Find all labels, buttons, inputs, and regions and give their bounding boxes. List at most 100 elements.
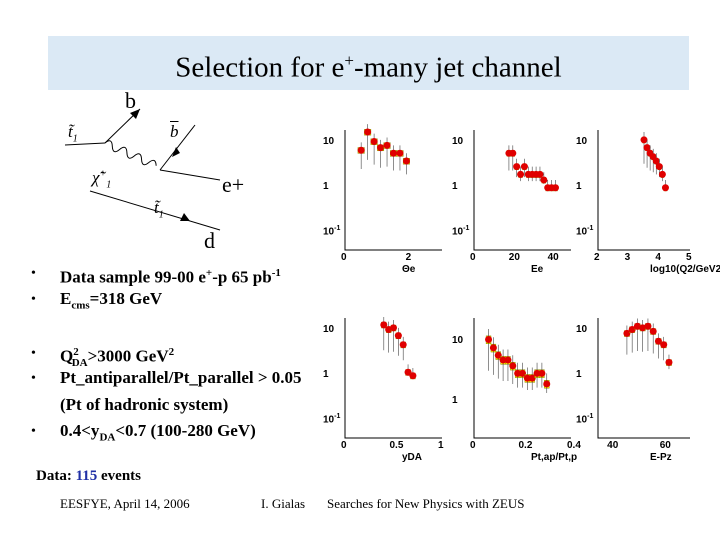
data-point [399, 341, 407, 349]
footer-title: Searches for New Physics with ZEUS [327, 496, 525, 511]
data-point [551, 184, 559, 192]
data-point [640, 136, 648, 144]
x-tick-label: 2 [594, 252, 600, 263]
x-tick-label: 5 [686, 252, 692, 263]
x-tick-label: 0.5 [389, 440, 404, 451]
data-point [404, 368, 412, 376]
x-tick-label: 0.2 [518, 440, 533, 451]
y-tick-label: 1 [576, 368, 582, 380]
label-d: d [204, 228, 215, 253]
data-point [644, 322, 652, 330]
plot-pt-ratio [473, 318, 571, 439]
data-point [364, 128, 372, 136]
event-count: 115 [75, 468, 98, 484]
bullet-marker: • [31, 424, 36, 439]
data-point [543, 380, 551, 388]
plot-log-q2 [597, 130, 690, 251]
x-axis-label: Ee [531, 264, 544, 275]
title-main: Selection for e [175, 51, 345, 84]
y-tick-label: 10 [323, 136, 335, 148]
y-tick-label: 1 [323, 180, 329, 192]
data-summary: Data: 115 events [36, 468, 142, 484]
bullet-y-da: 0.4<yDA<0.7 (100-280 GeV) [60, 421, 256, 444]
y-tick-label: 1 [452, 180, 458, 192]
plot-theta-e [344, 124, 442, 251]
label-stop-1: t̃1 [68, 122, 78, 145]
bullet-marker: • [31, 371, 36, 386]
data-point [520, 163, 528, 171]
x-axis-label: log10(Q2/GeV2) [650, 264, 720, 275]
label-chi: χ̃+1 [92, 168, 112, 191]
plot-e-e [473, 130, 571, 251]
x-tick-label: 1 [438, 440, 444, 451]
plot-y-da [344, 317, 442, 439]
data-point [509, 362, 517, 370]
x-tick-label: 3 [624, 252, 631, 263]
x-axis-label: Pt,ap/Pt,p [531, 452, 578, 463]
bullet-q2: Q2DA>3000 GeV2 [60, 346, 175, 370]
data-point [665, 358, 673, 366]
data-point [383, 141, 391, 149]
y-tick-label: 1 [452, 395, 458, 406]
data-point [654, 337, 662, 345]
data-point [623, 329, 631, 337]
y-tick-label: 10 [576, 136, 588, 148]
data-point [649, 327, 657, 335]
y-tick-label: 10-1 [452, 225, 470, 238]
bullet-marker: • [31, 292, 36, 307]
bullet-marker: • [31, 266, 36, 281]
title-sup: + [344, 51, 354, 70]
footer-author: I. Gialas [261, 496, 306, 511]
data-point [633, 322, 641, 330]
data-point [652, 157, 660, 165]
x-tick-label: 0 [341, 252, 347, 263]
y-tick-label: 10 [576, 324, 588, 336]
plot-e-pz [597, 318, 690, 439]
data-point [660, 341, 668, 349]
bullet-marker: • [31, 346, 36, 361]
y-tick-label: 10 [452, 335, 464, 346]
x-tick-label: 2 [405, 252, 412, 263]
data-point [489, 344, 497, 352]
data-point [523, 374, 531, 382]
feynman-diagram [64, 108, 221, 231]
bullet-pt-note: (Pt of hadronic system) [60, 395, 229, 414]
data-point [390, 149, 397, 157]
data-point [396, 149, 404, 157]
x-tick-label: 60 [659, 440, 671, 451]
label-bbar: b [170, 122, 179, 141]
x-tick-label: 0 [470, 440, 476, 451]
label-stop-2: t̃1 [154, 198, 164, 221]
y-tick-label: 10 [452, 136, 464, 148]
y-tick-label: 1 [576, 180, 582, 192]
x-tick-label: 0.4 [567, 440, 581, 451]
axes [597, 130, 690, 251]
data-point [494, 351, 502, 359]
bullet-pt-ratio: Pt_antiparallel/Pt_parallel > 0.05 [60, 368, 302, 387]
axes [473, 130, 571, 251]
data-point [377, 144, 385, 152]
label-e-plus: e+ [222, 172, 245, 197]
data-point [390, 324, 397, 332]
data-point [514, 369, 522, 377]
axes [344, 318, 442, 439]
data-point [513, 163, 521, 171]
x-axis-label: yDA [402, 452, 423, 463]
data-point [536, 170, 544, 178]
x-axis-label: E-Pz [650, 452, 672, 463]
data-point [643, 144, 651, 152]
y-tick-label: 10-1 [323, 225, 341, 238]
data-point [380, 321, 388, 329]
y-tick-label: 10 [323, 324, 335, 336]
title-banner [48, 36, 689, 90]
axes [597, 318, 690, 439]
data-point [504, 356, 512, 364]
y-tick-label: 10-1 [576, 225, 594, 238]
data-point [402, 157, 410, 165]
x-tick-label: 40 [547, 252, 559, 263]
data-point [519, 369, 526, 377]
bullet-ecms: Ecms=318 GeV [60, 289, 163, 312]
x-tick-label: 40 [607, 440, 619, 451]
data-point [533, 369, 541, 377]
data-point [357, 146, 365, 154]
